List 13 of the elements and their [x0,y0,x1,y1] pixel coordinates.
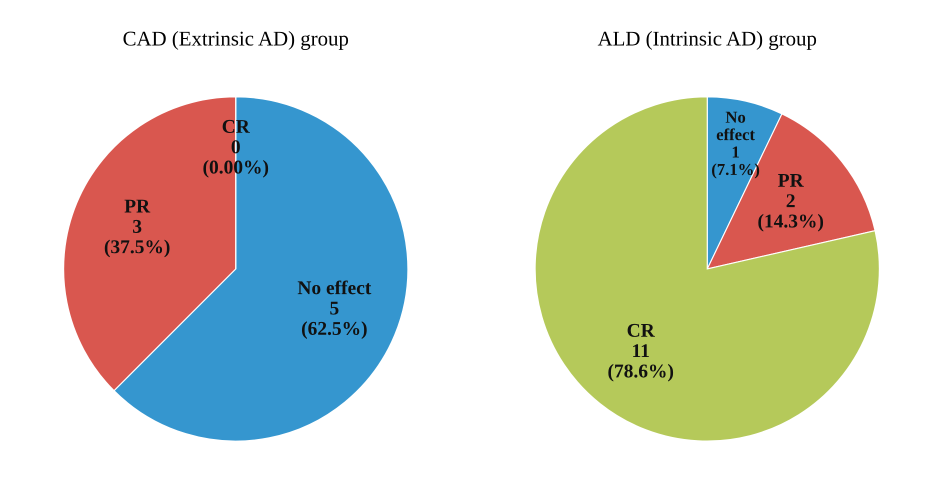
data-label: 3 (37.5%) [104,220,170,258]
data-label: 2 (14.3%) [758,194,824,232]
slice-label: No effect [298,280,372,294]
chart-title: ALD (Intrinsic AD) group [598,31,816,50]
slice-label: No effect [716,112,755,140]
slice-label: CR [628,324,655,337]
data-label: 5 (62.5%) [302,302,367,339]
data-label: 11 (78.6%) [608,344,674,382]
slice-label: PR [778,174,804,187]
text: 0 (0.00%) [203,140,268,178]
chart-title: CAD (Extrinsic AD) group [123,31,348,50]
category-label: CR [222,120,250,133]
slice-label: PR [124,200,150,212]
